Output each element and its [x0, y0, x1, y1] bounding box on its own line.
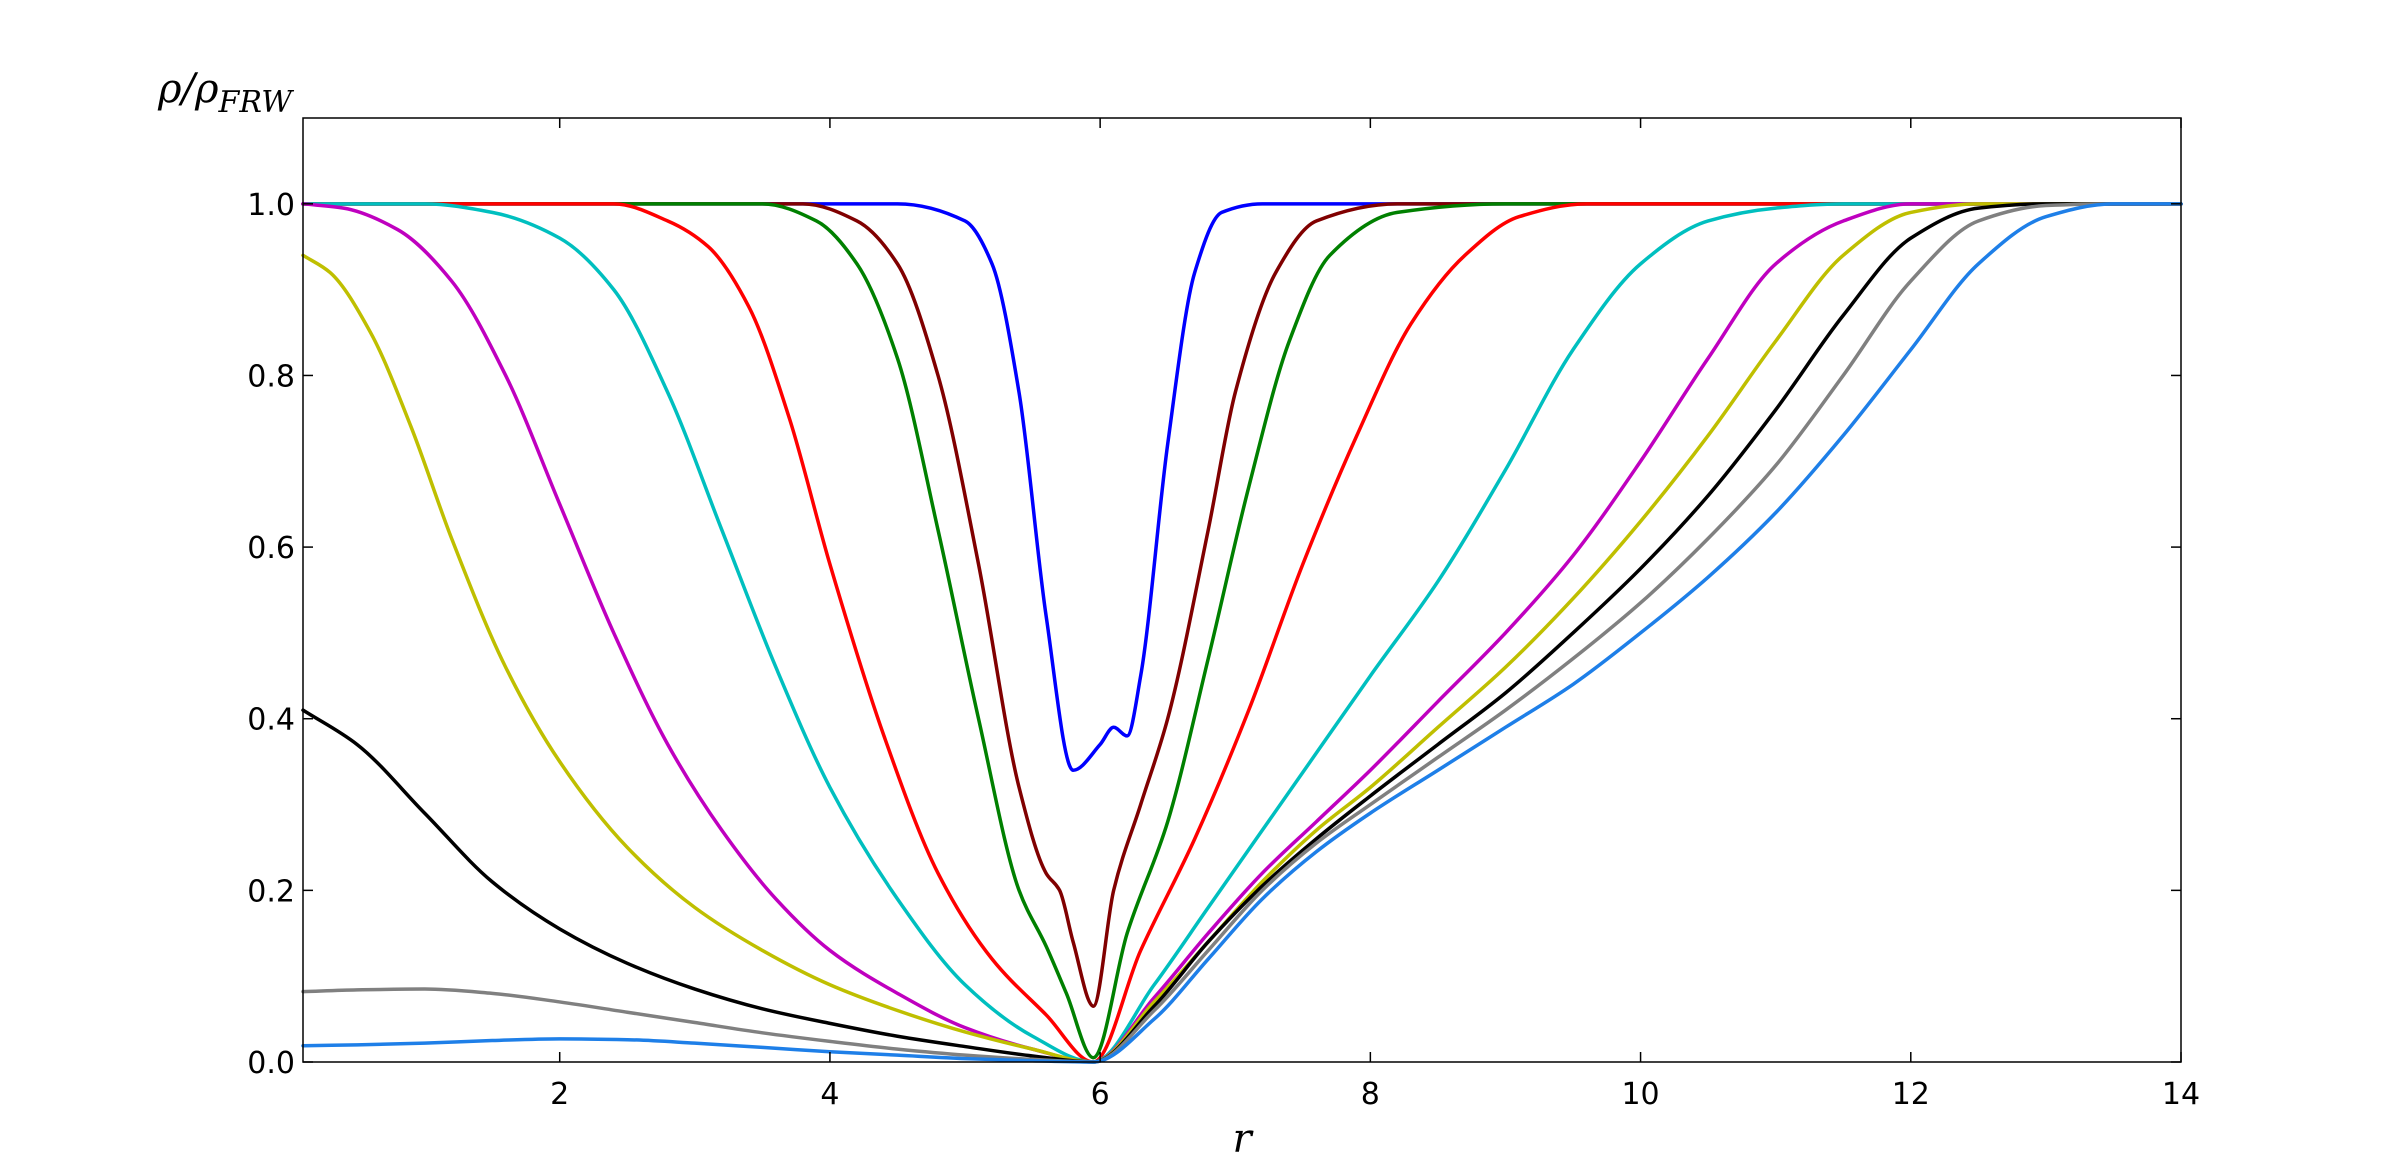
x-tick-label: 12 — [1892, 1077, 1930, 1112]
series-line-10 — [301, 202, 2183, 1064]
series-line-8 — [301, 202, 2183, 1064]
x-tick-label: 8 — [1361, 1077, 1380, 1112]
y-axis-label-base: ρ/ρ — [157, 66, 219, 112]
series-line-9 — [301, 202, 2183, 1064]
y-axis-label: ρ/ρFRW — [157, 66, 294, 120]
x-tick-label: 14 — [2162, 1077, 2200, 1112]
x-axis-label: r — [1232, 1116, 1254, 1162]
x-tick-label: 2 — [550, 1077, 569, 1112]
series-line-7 — [301, 202, 2183, 1064]
y-tick-label: 0.0 — [247, 1046, 295, 1081]
y-tick-label: 0.8 — [247, 359, 295, 394]
ticks-layer: 2 4 6 8 10 12 14 0.0 0.2 0.4 0.6 0.8 1.0 — [247, 118, 2200, 1112]
series-line-3 — [301, 202, 2183, 1060]
x-tick-label: 10 — [1621, 1077, 1659, 1112]
y-tick-label: 0.2 — [247, 874, 295, 909]
series-line-5 — [301, 202, 2183, 1064]
series-layer — [301, 202, 2183, 1064]
y-axis-label-subscript: FRW — [218, 85, 295, 120]
y-tick-label: 1.0 — [247, 188, 295, 223]
series-line-1 — [301, 202, 2183, 772]
y-tick-label: 0.6 — [247, 531, 295, 566]
series-line-2 — [301, 202, 2183, 1008]
x-tick-label: 4 — [820, 1077, 839, 1112]
series-line-4 — [301, 202, 2183, 1064]
y-tick-label: 0.4 — [247, 703, 295, 738]
plot-frame — [302, 117, 2182, 1063]
x-tick-label: 6 — [1091, 1077, 1110, 1112]
